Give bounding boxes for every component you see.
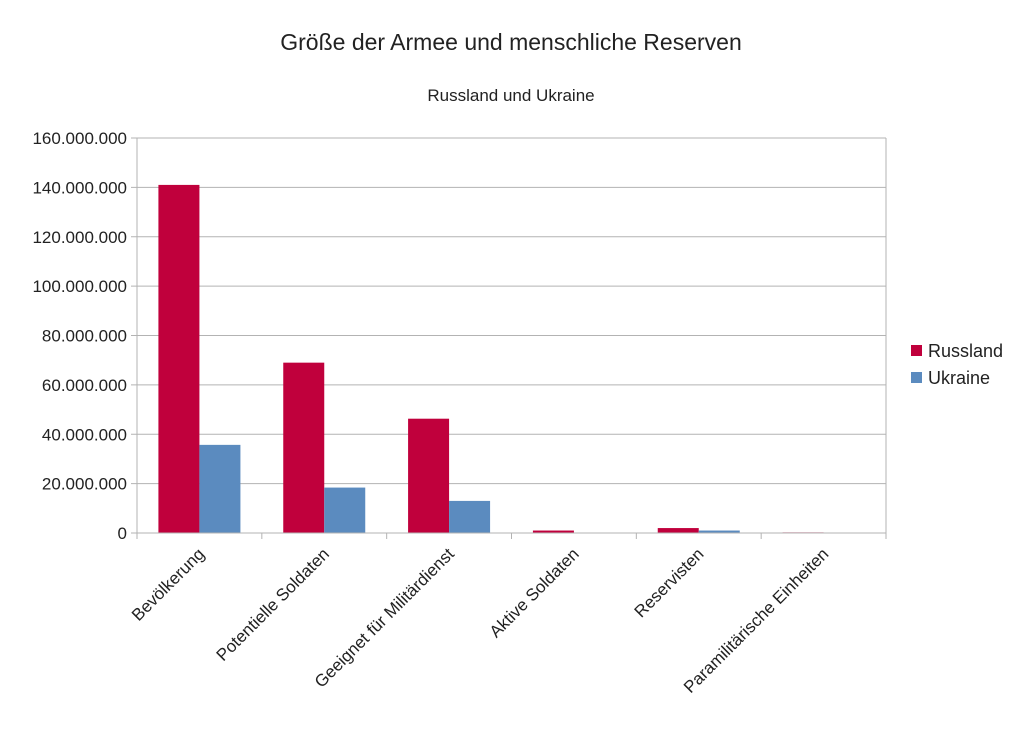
y-tick-label: 40.000.000 bbox=[42, 425, 127, 444]
bar-russland bbox=[283, 363, 324, 533]
x-tick-label: Aktive Soldaten bbox=[486, 544, 583, 641]
y-tick-label: 120.000.000 bbox=[32, 228, 127, 247]
x-tick-label: Potentielle Soldaten bbox=[213, 544, 333, 664]
legend-label-ukraine: Ukraine bbox=[928, 368, 990, 388]
legend-swatch-russland bbox=[911, 345, 922, 356]
bar-ukraine bbox=[324, 488, 365, 533]
grid-layer bbox=[137, 138, 886, 533]
bar-russland bbox=[408, 419, 449, 533]
bar-ukraine bbox=[199, 445, 240, 533]
x-tick-label: Geeignet für Militärdienst bbox=[311, 544, 458, 691]
y-tick-label: 140.000.000 bbox=[32, 178, 127, 197]
legend-swatch-ukraine bbox=[911, 372, 922, 383]
x-tick-label: Paramilitärische Einheiten bbox=[680, 544, 832, 696]
y-tick-label: 0 bbox=[118, 524, 127, 543]
x-tick-label: Reservisten bbox=[631, 544, 708, 621]
legend: Russland Ukraine bbox=[911, 341, 1003, 388]
y-tick-label: 20.000.000 bbox=[42, 475, 127, 494]
chart-title: Größe der Armee und menschliche Reserven bbox=[280, 29, 742, 55]
y-tick-label: 80.000.000 bbox=[42, 327, 127, 346]
y-tick-label: 160.000.000 bbox=[32, 129, 127, 148]
bar-ukraine bbox=[449, 501, 490, 533]
chart-subtitle: Russland und Ukraine bbox=[427, 86, 594, 105]
bar-russland bbox=[158, 185, 199, 533]
y-tick-label: 100.000.000 bbox=[32, 277, 127, 296]
bar-russland bbox=[658, 528, 699, 533]
x-tick-label: Bevölkerung bbox=[128, 544, 208, 624]
legend-label-russland: Russland bbox=[928, 341, 1003, 361]
y-tick-label: 60.000.000 bbox=[42, 376, 127, 395]
